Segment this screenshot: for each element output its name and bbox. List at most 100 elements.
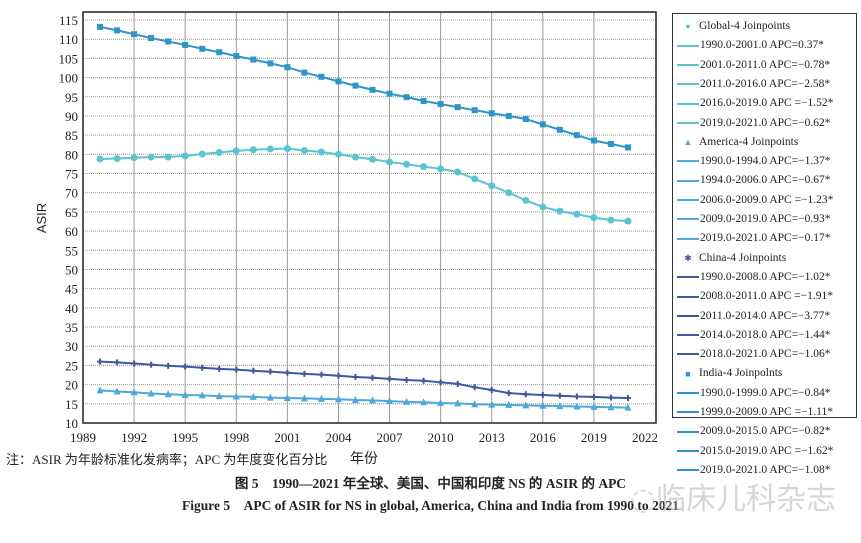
legend-item: 2008.0-2011.0 APC =−1.91*	[677, 287, 833, 305]
legend-label: 1999.0-2009.0 APC =−1.11*	[700, 406, 833, 418]
series-america	[96, 386, 632, 411]
legend-label: 2011.0-2014.0 APC=−3.77*	[700, 309, 831, 322]
data-point	[539, 391, 546, 398]
legend-item: 2018.0-2021.0 APC=−1.06*	[677, 345, 831, 363]
x-tick-label: 2004	[325, 430, 352, 445]
y-axis-label: ASIR	[34, 203, 49, 233]
legend-item: 1990.0-2001.0 APC=0.37*	[677, 36, 824, 54]
data-point	[454, 104, 461, 111]
data-point	[334, 395, 342, 403]
y-tick-label: 20	[65, 378, 78, 393]
data-point	[556, 402, 564, 410]
data-point	[369, 86, 376, 93]
plot-frame	[82, 11, 657, 424]
data-point	[301, 69, 308, 76]
y-tick-label: 100	[59, 71, 79, 86]
x-tick-label: 2010	[428, 430, 454, 445]
y-tick-label: 60	[65, 224, 78, 239]
data-point	[403, 377, 410, 384]
legend-line-icon	[677, 411, 699, 414]
y-tick-label: 25	[65, 358, 78, 373]
data-point	[471, 107, 478, 114]
legend-item: 2015.0-2019.0 APC =−1.62*	[677, 442, 833, 460]
data-point	[232, 392, 240, 400]
legend-line-icon	[677, 199, 699, 202]
series-global	[96, 145, 632, 225]
data-point	[233, 53, 240, 60]
data-point	[420, 97, 427, 104]
x-tick-label: 1989	[70, 430, 96, 445]
legend-header: ● Global-4 Joinpoints	[677, 17, 790, 35]
legend-line-icon	[677, 314, 699, 317]
x-tick-label: 1992	[121, 430, 147, 445]
legend-label: 1990.0-2008.0 APC=−1.02*	[700, 270, 831, 283]
data-point	[334, 150, 342, 158]
data-point	[386, 90, 393, 97]
legend-marker-icon: ▲	[683, 137, 693, 148]
data-point	[556, 207, 564, 215]
data-point	[386, 375, 393, 382]
legend-item: 2019.0-2021.0 APC=−0.62*	[677, 114, 831, 132]
legend-label: 2018.0-2021.0 APC=−1.06*	[700, 348, 831, 361]
y-tick-label: 105	[59, 51, 79, 66]
data-point	[352, 82, 359, 89]
legend-item: 2011.0-2016.0 APC=−2.58*	[677, 75, 830, 93]
legend-label: 2006.0-2009.0 APC =−1.23*	[700, 193, 834, 206]
legend-label: America-4 Joinpoints	[699, 135, 799, 148]
x-tick-label: 2016	[530, 430, 557, 445]
legend-label: China-4 Joinpoints	[699, 251, 787, 264]
y-tick-label: 80	[65, 147, 78, 162]
data-point	[148, 35, 155, 42]
data-point	[114, 359, 121, 366]
legend-item: 2019.0-2021.0 APC=−0.17*	[677, 229, 831, 247]
data-point	[233, 366, 240, 373]
data-point	[131, 31, 138, 38]
data-point	[266, 145, 274, 153]
data-point	[488, 110, 495, 117]
legend-header: ▲ America-4 Joinpoints	[677, 133, 799, 151]
data-point	[471, 400, 479, 408]
legend-label: 2001.0-2011.0 APC=−0.78*	[700, 58, 831, 71]
data-point	[488, 182, 496, 190]
data-point	[471, 384, 478, 391]
legend-label: 2016.0-2019.0 APC =−1.52*	[700, 97, 834, 110]
legend-item: 1994.0-2006.0 APC=−0.67*	[677, 171, 831, 189]
legend-line-icon	[677, 334, 699, 337]
data-point	[97, 358, 104, 365]
legend-line-icon	[677, 83, 699, 86]
data-point	[624, 217, 632, 225]
data-point	[113, 387, 121, 395]
data-point	[573, 393, 580, 400]
data-point	[283, 394, 291, 402]
legend-marker-icon: ■	[685, 368, 691, 379]
data-point	[403, 160, 411, 168]
data-point	[522, 391, 529, 398]
data-point	[369, 155, 377, 163]
legend-line-icon	[677, 392, 699, 395]
y-tick-label: 15	[65, 397, 78, 412]
data-point	[147, 153, 155, 161]
y-tick-label: 30	[65, 339, 78, 354]
data-point	[488, 400, 496, 408]
data-point	[454, 380, 461, 387]
data-point	[283, 145, 291, 153]
x-tick-label: 1998	[223, 430, 249, 445]
data-point	[165, 38, 172, 45]
y-tick-label: 10	[65, 416, 78, 431]
legend-label: 2019.0-2021.0 APC=−0.17*	[700, 232, 831, 245]
data-point	[284, 64, 291, 71]
data-point	[403, 94, 410, 101]
data-point	[317, 394, 325, 402]
data-point	[403, 397, 411, 405]
legend-label: 2019.0-2021.0 APC=−0.62*	[700, 116, 831, 129]
data-point	[539, 203, 547, 211]
legend-line-icon	[677, 449, 699, 452]
data-point	[556, 126, 563, 133]
legend-item: 2001.0-2011.0 APC=−0.78*	[677, 56, 830, 74]
data-point	[198, 150, 206, 158]
data-point	[97, 23, 104, 30]
note: 注：ASIR 为年龄标准化发病率；APC 为年度变化百分比	[6, 452, 328, 467]
data-point	[471, 175, 479, 183]
legend-header: ■ India-4 Joinpolnts	[677, 364, 782, 382]
y-tick-label: 55	[65, 243, 78, 258]
